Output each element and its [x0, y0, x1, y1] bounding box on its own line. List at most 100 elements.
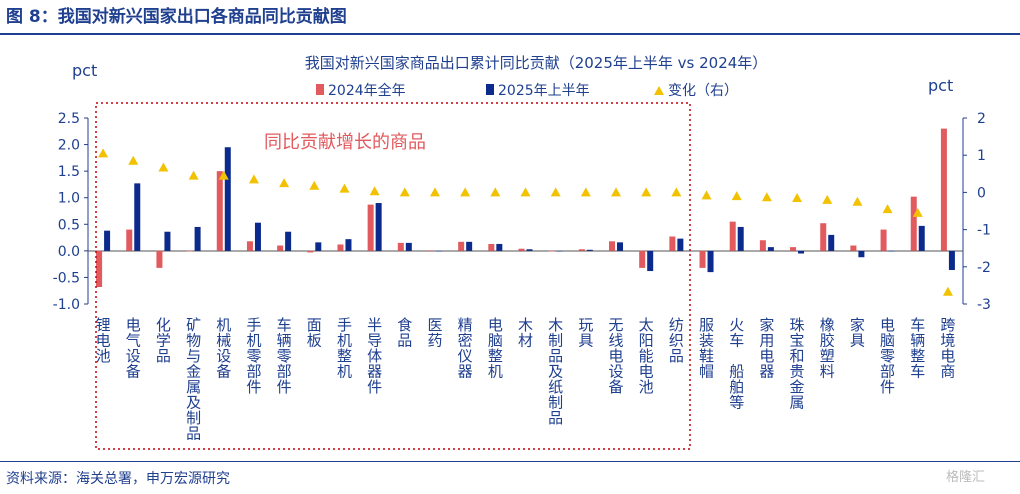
bar-2025: [466, 241, 473, 251]
category-label: 矿物与金属及制品: [186, 316, 201, 443]
right-tick-labels: 2 1 0 -1 -2 -3: [963, 111, 991, 313]
bar-2024: [940, 128, 947, 251]
bar-2025: [677, 238, 684, 251]
left-unit-label: pct: [72, 61, 97, 80]
change-marker: [309, 180, 320, 190]
legend-marker-change: [654, 86, 664, 95]
bar-2024: [367, 204, 374, 251]
bar-2024: [910, 196, 917, 251]
category-label: 木制品及纸制品: [548, 316, 563, 427]
highlight-annotation: 同比贡献增长的商品: [264, 132, 426, 153]
change-marker: [279, 178, 290, 188]
bar-2024: [277, 245, 284, 251]
bar-2025: [285, 231, 292, 251]
bar-2025: [435, 250, 442, 252]
bar-2024: [880, 229, 887, 251]
category-label: 半导体器件: [367, 316, 382, 396]
legend-label-2024: 2024年全年: [328, 82, 406, 99]
bar-2024: [96, 250, 103, 287]
bar-2025: [918, 225, 925, 251]
category-label: 珠宝和贵金属: [790, 316, 805, 412]
legend-swatch-2024: [316, 84, 324, 95]
bar-2025: [194, 226, 201, 251]
bar-2025: [556, 250, 563, 252]
bar-2025: [104, 230, 111, 251]
change-marker: [490, 187, 501, 197]
bar-2024: [669, 236, 676, 251]
right-tick-label: 0: [977, 185, 986, 201]
category-label: 火车 船舶等: [729, 316, 744, 412]
chart: 我国对新兴国家商品出口累计同比贡献（2025年上半年 vs 2024年） pct…: [53, 54, 991, 450]
category-label: 无线电设备: [609, 316, 624, 396]
bar-2024: [850, 245, 857, 251]
category-label: 电脑零部件: [880, 316, 895, 396]
bar-2025: [224, 147, 231, 251]
bar-2024: [488, 243, 495, 251]
bar-marks: [96, 128, 955, 287]
change-marker: [158, 162, 169, 172]
bar-2025: [888, 250, 895, 252]
chart-title: 我国对新兴国家商品出口累计同比贡献（2025年上半年 vs 2024年）: [305, 54, 768, 72]
bar-2024: [548, 250, 555, 252]
change-marker: [731, 191, 742, 201]
left-tick-label: 1.5: [58, 164, 80, 180]
change-marker: [942, 286, 953, 296]
category-label: 太阳能电池: [639, 316, 654, 396]
category-label: 橡胶塑料: [820, 316, 835, 381]
figure-title: 图 8：我国对新兴国家出口各商品同比贡献图: [6, 7, 347, 27]
change-marker: [399, 187, 410, 197]
bar-2025: [737, 226, 744, 251]
change-marker: [520, 187, 531, 197]
bar-2024: [699, 250, 706, 268]
change-marker: [460, 187, 471, 197]
legend-swatch-2025: [486, 84, 494, 95]
left-tick-label: 2.0: [58, 138, 80, 154]
bar-2024: [820, 223, 827, 251]
right-tick-label: -3: [977, 297, 991, 313]
change-marker: [792, 192, 803, 202]
bar-2025: [496, 243, 503, 251]
change-marker: [912, 207, 923, 217]
bar-2024: [609, 241, 616, 251]
watermark: 格隆汇: [946, 470, 986, 485]
change-marker: [550, 187, 561, 197]
change-markers: [98, 148, 953, 296]
bar-2024: [307, 250, 314, 253]
change-marker: [852, 196, 863, 206]
bar-2024: [246, 241, 253, 251]
bar-2024: [156, 250, 163, 268]
left-tick-label: 1.0: [58, 191, 80, 207]
bar-2025: [375, 203, 382, 251]
category-label: 电气设备: [126, 316, 141, 381]
bar-2025: [767, 247, 774, 251]
right-tick-label: -1: [977, 223, 991, 239]
category-label: 锂电池: [96, 316, 111, 365]
change-marker: [339, 183, 350, 193]
right-unit-label: pct: [928, 76, 953, 95]
title-rule: [0, 33, 1020, 35]
change-marker: [128, 155, 139, 165]
bar-2025: [405, 242, 412, 251]
category-label: 机械设备: [216, 316, 231, 381]
category-label: 面板: [307, 316, 322, 350]
change-marker: [761, 192, 772, 202]
right-tick-label: -2: [977, 260, 991, 276]
category-label: 家用电器: [759, 316, 774, 381]
change-marker: [98, 148, 109, 158]
left-tick-label: -1.0: [53, 297, 80, 313]
category-label: 食品: [397, 316, 412, 350]
category-label: 医药: [427, 316, 442, 350]
change-marker: [429, 187, 440, 197]
bar-2025: [798, 250, 805, 254]
left-tick-label: 0.0: [58, 244, 80, 260]
bar-2024: [518, 248, 525, 251]
change-marker: [701, 190, 712, 200]
bar-2024: [427, 250, 434, 251]
category-label: 电脑整机: [488, 316, 503, 381]
bar-2025: [948, 250, 955, 270]
change-marker: [248, 174, 259, 184]
category-label: 精密仪器: [458, 316, 473, 381]
bar-2025: [707, 250, 714, 273]
category-label: 玩具: [578, 316, 593, 350]
right-tick-label: 2: [977, 111, 986, 127]
